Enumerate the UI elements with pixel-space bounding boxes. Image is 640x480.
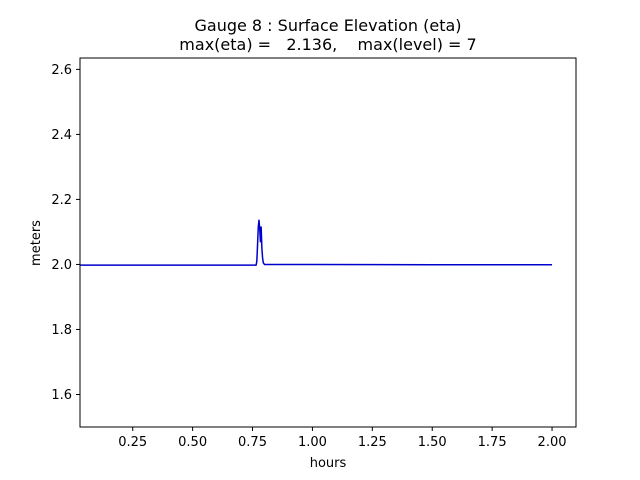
- chart-subtitle: max(eta) = 2.136, max(level) = 7: [179, 35, 476, 54]
- x-tick-label: 1.50: [418, 435, 447, 450]
- y-tick-label: 2.0: [51, 258, 72, 273]
- y-tick-label: 1.8: [51, 323, 72, 338]
- y-axis-ticks: 1.6 1.8 2.0 2.2 2.4 2.6: [51, 63, 80, 403]
- plot-area-frame: [79, 57, 577, 428]
- x-tick-label: 0.75: [238, 435, 267, 450]
- surface-elevation-line: [80, 219, 553, 266]
- y-tick-label: 2.2: [51, 193, 72, 208]
- x-axis-label: hours: [310, 456, 347, 471]
- y-tick-label: 2.6: [51, 63, 72, 78]
- y-tick-label: 2.4: [51, 128, 72, 143]
- y-axis-label: meters: [29, 220, 44, 266]
- x-tick-label: 1.00: [298, 435, 327, 450]
- y-tick-label: 1.6: [51, 388, 72, 403]
- x-tick-label: 1.75: [478, 435, 507, 450]
- x-axis-ticks: 0.25 0.50 0.75 1.00 1.25 1.50 1.75 2.00: [118, 427, 567, 450]
- chart-title: Gauge 8 : Surface Elevation (eta): [194, 16, 461, 35]
- x-tick-label: 0.50: [178, 435, 207, 450]
- x-tick-label: 0.25: [118, 435, 147, 450]
- x-tick-label: 2.00: [538, 435, 567, 450]
- x-tick-label: 1.25: [358, 435, 387, 450]
